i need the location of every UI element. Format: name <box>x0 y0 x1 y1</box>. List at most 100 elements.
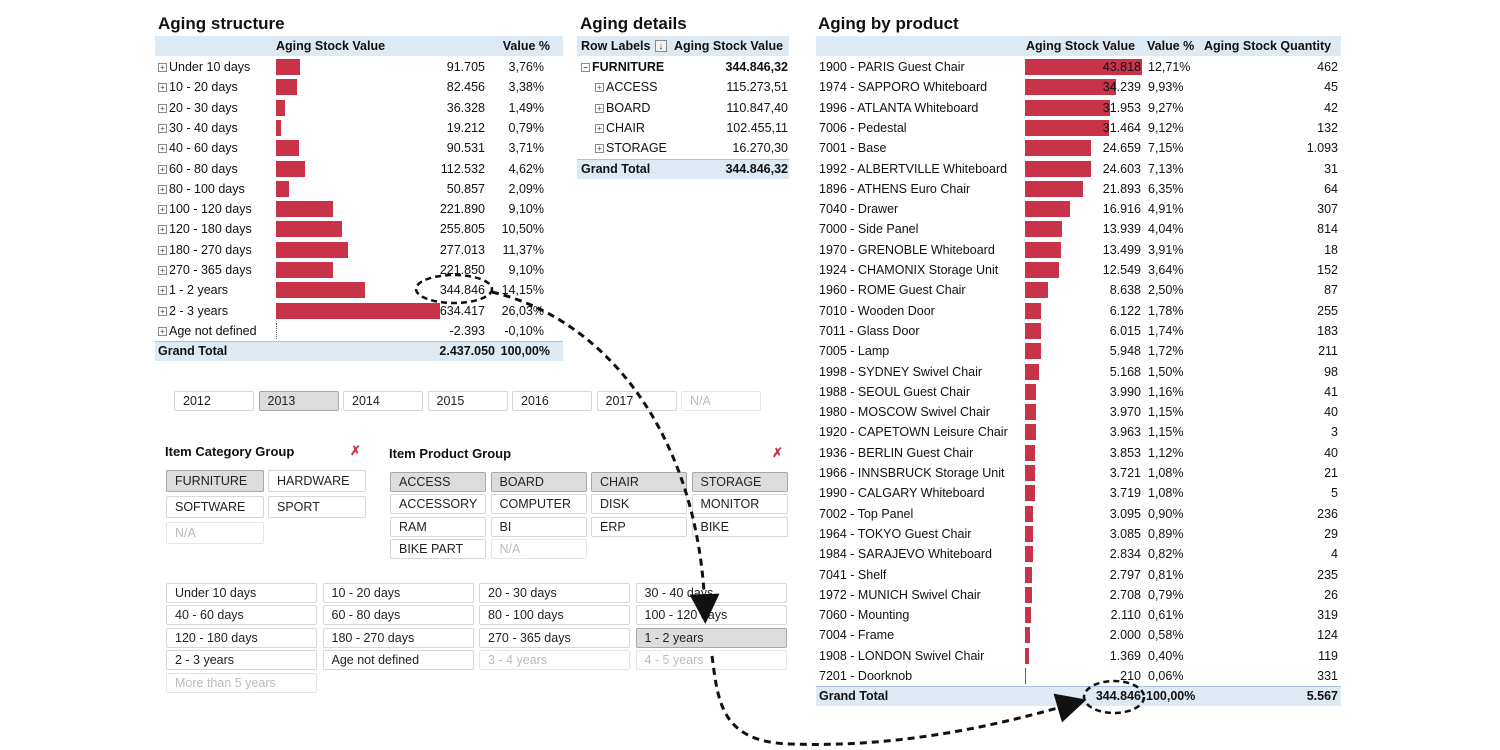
product-slicer-item[interactable]: BI <box>490 516 587 537</box>
age-slicer-item[interactable]: 30 - 40 days <box>635 583 787 603</box>
cell-pct: 0,06% <box>1148 669 1184 683</box>
age-slicer-item[interactable]: 40 - 60 days <box>166 605 317 626</box>
expand-icon[interactable]: + <box>158 286 167 296</box>
cell-pct: 3,64% <box>1148 263 1184 277</box>
aging-details-title: Aging details <box>580 14 687 33</box>
age-slicer-item[interactable]: Age not defined <box>322 650 474 671</box>
age-slicer-item[interactable]: 270 - 365 days <box>479 627 630 648</box>
table-row-label[interactable]: +60 - 80 days <box>158 159 278 179</box>
category-slicer-item[interactable]: SOFTWARE <box>166 496 264 518</box>
age-slicer-item[interactable]: 1 - 2 years <box>635 627 787 648</box>
sort-filter-icon[interactable]: ↓ <box>655 40 667 52</box>
expand-icon[interactable]: + <box>158 306 167 316</box>
product-slicer-item[interactable]: RAM <box>390 516 486 537</box>
expand-icon[interactable]: + <box>158 205 167 215</box>
category-slicer-item[interactable]: HARDWARE <box>268 470 366 492</box>
year-slicer-item[interactable]: 2014 <box>343 391 423 411</box>
age-slicer-item[interactable]: 120 - 180 days <box>166 627 317 648</box>
product-slicer-item[interactable]: BOARD <box>490 472 587 492</box>
cell-qty: 40 <box>1324 405 1338 420</box>
cell-pct: 26,03% <box>501 303 544 318</box>
table-row-label[interactable]: + STORAGE <box>595 138 667 158</box>
product-slicer-item[interactable]: BIKE <box>691 516 788 537</box>
product-slicer-item: N/A <box>490 538 587 559</box>
product-slicer-item[interactable]: ERP <box>591 516 687 537</box>
expand-icon[interactable]: + <box>158 184 167 194</box>
cell-pct: 9,27% <box>1148 100 1184 115</box>
expand-icon[interactable]: + <box>595 144 604 154</box>
collapse-icon[interactable]: − <box>581 63 590 72</box>
clear-filter-icon[interactable]: ✗ <box>350 443 361 458</box>
expand-icon[interactable]: + <box>158 144 167 154</box>
cell-value: 16.270,30 <box>732 141 788 156</box>
cell-value: 5.168 <box>1109 364 1141 379</box>
age-slicer-item[interactable]: 20 - 30 days <box>479 583 630 603</box>
table-row-label[interactable]: +30 - 40 days <box>158 118 278 138</box>
row-label: 100 - 120 days <box>169 202 252 217</box>
age-slicer-item[interactable]: 60 - 80 days <box>322 605 474 626</box>
expand-icon[interactable]: + <box>158 245 167 255</box>
age-slicer-item[interactable]: 100 - 120 days <box>635 605 787 626</box>
table-row-label[interactable]: + BOARD <box>595 98 650 118</box>
age-slicer-item[interactable]: 10 - 20 days <box>322 583 474 603</box>
expand-icon[interactable]: + <box>158 123 167 133</box>
cell-qty: 64 <box>1324 181 1338 196</box>
table-row-label[interactable]: +270 - 365 days <box>158 260 278 280</box>
table-row-label[interactable]: +2 - 3 years <box>158 301 278 321</box>
table-row-label[interactable]: +10 - 20 days <box>158 77 278 97</box>
product-slicer-item[interactable]: STORAGE <box>691 472 788 492</box>
product-row-label: 1936 - BERLIN Guest Chair <box>819 445 974 460</box>
cell-value: 2.834 <box>1109 547 1141 562</box>
expand-icon[interactable]: + <box>595 123 604 133</box>
product-slicer-item[interactable]: MONITOR <box>691 494 788 515</box>
expand-icon[interactable]: + <box>158 103 167 113</box>
category-slicer-item[interactable]: FURNITURE <box>166 470 264 492</box>
year-slicer-item[interactable]: 2012 <box>174 391 254 411</box>
table-row-label[interactable]: + Under 10 days <box>158 57 278 77</box>
table-row-label[interactable]: +180 - 270 days <box>158 240 278 260</box>
table-row-label[interactable]: +20 - 30 days <box>158 98 278 118</box>
expand-icon[interactable]: + <box>158 225 167 235</box>
table-row-label[interactable]: + ACCESS <box>595 77 657 97</box>
clear-filter-icon[interactable]: ✗ <box>772 445 783 460</box>
group-row-label[interactable]: − FURNITURE <box>581 57 664 77</box>
data-bar <box>276 119 281 136</box>
product-slicer-item[interactable]: BIKE PART <box>390 538 486 559</box>
table-row-label[interactable]: +1 - 2 years <box>158 280 278 300</box>
expand-icon[interactable]: + <box>158 326 167 336</box>
table-row-label[interactable]: +120 - 180 days <box>158 219 278 239</box>
table-row-label[interactable]: + CHAIR <box>595 118 645 138</box>
table-row-label[interactable]: +80 - 100 days <box>158 179 278 199</box>
data-bar <box>1025 627 1031 644</box>
age-slicer-item[interactable]: Under 10 days <box>166 583 317 603</box>
year-slicer-item[interactable]: 2017 <box>596 391 677 411</box>
table-row-label[interactable]: +100 - 120 days <box>158 199 278 219</box>
age-slicer-item[interactable]: 80 - 100 days <box>479 605 630 626</box>
expand-icon[interactable]: + <box>595 103 604 113</box>
cell-pct: 7,13% <box>1148 161 1184 176</box>
age-slicer-item[interactable]: 180 - 270 days <box>322 627 474 648</box>
cell-pct: 9,93% <box>1148 80 1184 95</box>
product-slicer-item[interactable]: COMPUTER <box>490 494 587 515</box>
product-slicer-item[interactable]: DISK <box>591 494 687 515</box>
cell-value: 115.273,51 <box>726 80 788 95</box>
year-slicer-item[interactable]: 2016 <box>512 391 592 411</box>
expand-icon[interactable]: + <box>158 164 167 174</box>
product-slicer-item[interactable]: ACCESS <box>390 472 486 492</box>
data-bar <box>276 79 298 96</box>
expand-icon[interactable]: + <box>158 63 167 72</box>
table-row-label[interactable]: +40 - 60 days <box>158 138 278 158</box>
table-row-label[interactable]: + Age not defined <box>158 321 278 341</box>
product-row-label: 1970 - GRENOBLE Whiteboard <box>819 242 995 257</box>
data-bar <box>1025 505 1034 522</box>
age-slicer-item[interactable]: 2 - 3 years <box>166 650 317 671</box>
product-slicer-item[interactable]: CHAIR <box>591 472 687 492</box>
expand-icon[interactable]: + <box>158 83 167 93</box>
year-slicer-item[interactable]: 2015 <box>427 391 508 411</box>
cell-value: 43.818 <box>1102 60 1141 74</box>
expand-icon[interactable]: + <box>158 266 167 275</box>
expand-icon[interactable]: + <box>595 83 604 93</box>
product-slicer-item[interactable]: ACCESSORY <box>390 494 486 515</box>
year-slicer-item[interactable]: 2013 <box>258 391 339 411</box>
category-slicer-item[interactable]: SPORT <box>268 496 366 518</box>
